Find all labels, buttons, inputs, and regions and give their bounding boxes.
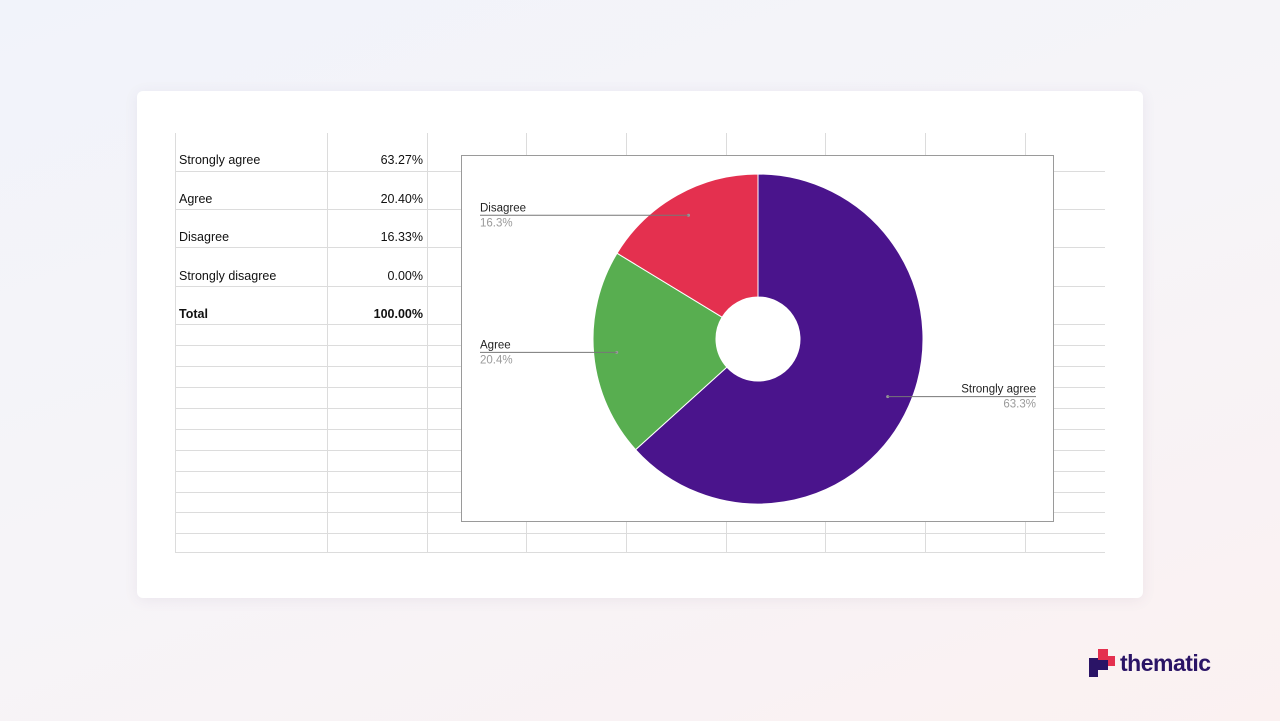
table-total-label: Total (179, 307, 208, 321)
slice-percent: 63.3% (1003, 399, 1036, 411)
slice-label-disagree: Disagree 16.3% (480, 202, 690, 229)
slice-name: Agree (480, 339, 511, 351)
table-row-value: 0.00% (387, 269, 423, 283)
table-row-label: Strongly agree (179, 153, 261, 167)
pie-slice-agree[interactable] (592, 252, 728, 451)
thematic-logo-icon (1089, 649, 1115, 677)
brand-name: thematic (1120, 650, 1211, 676)
grid-row-line (175, 552, 1105, 553)
slice-label-agree: Agree 20.4% (480, 339, 619, 366)
spreadsheet-card: Strongly agree 63.27% Agree 20.40% Disag… (137, 91, 1143, 598)
slice-name: Strongly agree (961, 384, 1036, 396)
thematic-logo: thematic (1087, 647, 1227, 679)
grid-col-line (427, 133, 428, 553)
slice-name: Disagree (480, 202, 526, 214)
table-row-label: Strongly disagree (179, 269, 277, 283)
leader-dot (686, 213, 690, 217)
slice-label-strongly-agree: Strongly agree 63.3% (886, 384, 1036, 411)
grid-row-line (175, 533, 1105, 534)
table-total-value: 100.00% (373, 307, 423, 321)
table-row-value: 16.33% (380, 230, 423, 244)
donut-chart[interactable]: Strongly agree 63.3% Agree 20.4% Disagree 16.… (461, 155, 1054, 522)
table-row-label: Agree (179, 192, 213, 206)
slice-percent: 16.3% (480, 217, 513, 229)
table-row-value: 20.40% (380, 192, 423, 206)
pie-slice-strongly-agree[interactable] (634, 173, 924, 505)
slice-percent: 20.4% (480, 354, 513, 366)
table-row-label: Disagree (179, 230, 230, 244)
grid-col-line (327, 133, 328, 553)
table-row-value: 63.27% (380, 153, 423, 167)
grid-col-line (175, 133, 176, 553)
pie-slice-disagree[interactable] (616, 173, 759, 318)
donut-chart-svg: Strongly agree 63.3% Agree 20.4% Disagree 16.… (480, 173, 1036, 505)
